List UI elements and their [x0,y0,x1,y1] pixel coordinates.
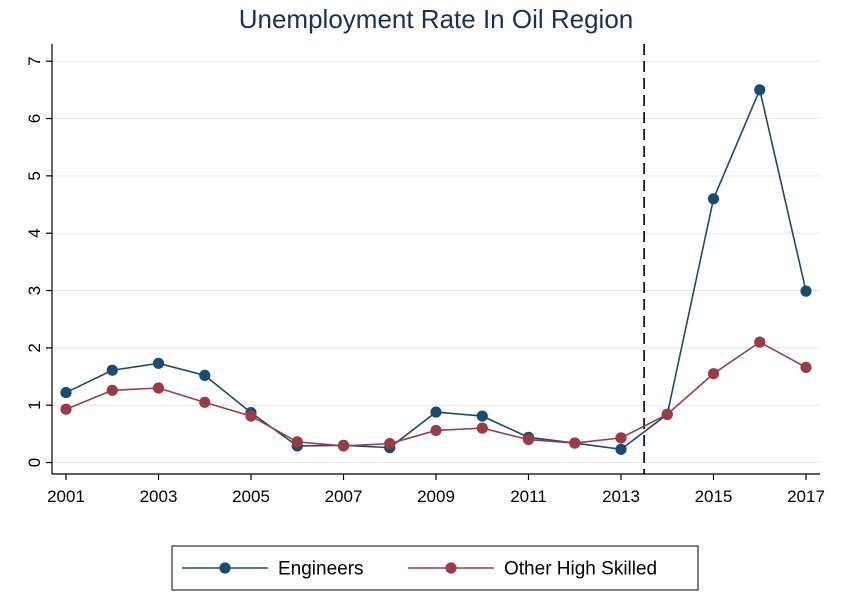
x-tick-label: 2013 [602,487,640,506]
x-tick-label: 2007 [325,487,363,506]
data-point [337,440,350,452]
series-layer [60,84,812,455]
data-point [615,443,627,455]
data-point [522,434,535,446]
data-point [476,410,488,422]
x-tick-label: 2005 [232,487,270,506]
data-point [106,364,118,376]
y-tick-label: 0 [25,458,44,467]
data-point [245,410,257,422]
chart-title: Unemployment Rate In Oil Region [239,4,634,34]
data-point [615,432,627,444]
y-tick-label: 3 [25,286,44,295]
x-tick-label: 2003 [140,487,178,506]
legend-marker [445,562,457,574]
y-tick-label: 6 [25,114,44,123]
data-point [800,361,812,373]
legend-label: Engineers [278,559,364,580]
data-point [291,436,303,448]
data-point [384,438,396,450]
data-point [199,396,211,408]
x-tick-label: 2015 [695,487,733,506]
data-point [707,193,720,205]
data-point [754,336,766,348]
data-point [707,368,720,380]
gridlines [52,60,820,464]
data-point [476,422,488,434]
x-tick-label: 2011 [510,487,547,506]
series-line [65,87,807,451]
y-tick-label: 2 [25,343,44,352]
legend-marker [219,562,231,574]
data-point [430,406,442,418]
data-point [754,84,766,96]
y-tick-label: 1 [25,400,44,409]
data-point [661,408,673,420]
data-point [60,386,72,399]
data-point [569,437,581,449]
y-tick-label: 7 [25,56,44,65]
x-tick-label: 2017 [787,487,825,506]
axes: 0 1 2 3 4 5 6 7 2001 2003 2005 2007 2009 2011 2013 2015… [25,44,825,506]
data-point [152,382,165,394]
data-point [199,369,211,381]
data-point [106,384,118,396]
x-tick-label: 2001 [47,487,85,506]
legend-label: Other High Skilled [504,559,657,580]
data-point [800,285,812,297]
data-point [152,357,165,369]
legend: Engineers Other High Skilled [171,545,699,591]
y-tick-label: 4 [25,228,44,237]
data-point [430,424,442,437]
y-tick-label: 5 [25,171,44,180]
legend-items: Engineers Other High Skilled [182,559,657,580]
x-tick-label: 2009 [417,487,455,506]
data-point [60,403,72,415]
